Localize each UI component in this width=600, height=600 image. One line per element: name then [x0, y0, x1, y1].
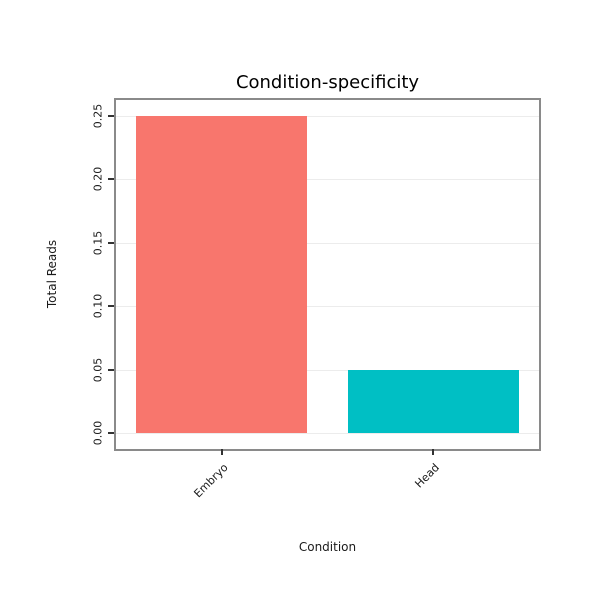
x-axis-title: Condition [298, 540, 357, 554]
y-tick-mark-0.20 [108, 178, 114, 181]
y-tick-label-0.15: 0.15 [91, 230, 105, 256]
gridline-y-0.10 [116, 306, 539, 308]
y-tick-mark-0.10 [108, 305, 114, 308]
y-tick-mark-0.25 [108, 114, 114, 117]
gridline-y-0.20 [116, 179, 539, 181]
y-tick-mark-0.05 [108, 368, 114, 371]
y-axis-title: Total Reads [45, 239, 59, 309]
y-tick-mark-0.00 [108, 432, 114, 435]
y-tick-label-0.00: 0.00 [91, 420, 105, 446]
y-tick-label-0.20: 0.20 [91, 167, 105, 192]
gridline-y-0.15 [116, 242, 539, 244]
y-tick-mark-0.15 [108, 241, 114, 244]
x-tick-mark-embryo [220, 449, 223, 455]
x-tick-label-head: Head [412, 461, 443, 491]
y-tick-label-0.10: 0.10 [91, 293, 105, 319]
gridline-y-0.00 [116, 433, 539, 435]
bar-embryo [136, 115, 308, 434]
bar-head [347, 369, 519, 434]
x-tick-label-embryo: Embryo [191, 461, 231, 501]
y-tick-label-0.05: 0.05 [91, 357, 105, 382]
plot-panel [114, 98, 541, 451]
y-tick-label-0.25: 0.25 [91, 103, 105, 129]
gridline-y-0.05 [116, 369, 539, 371]
gridline-y-0.25 [116, 115, 539, 117]
chart-title: Condition-specificity [235, 72, 420, 93]
x-tick-mark-head [432, 449, 435, 455]
